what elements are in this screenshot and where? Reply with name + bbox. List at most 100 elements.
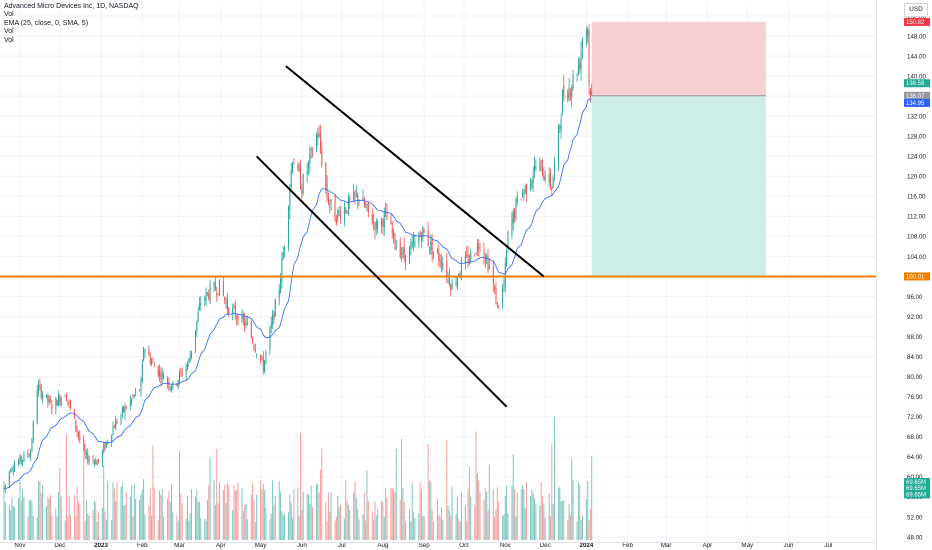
candle-body: [123, 406, 125, 412]
legend-title[interactable]: Advanced Micro Devices Inc, 1D, NASDAQ: [4, 3, 139, 10]
volume-bar: [373, 519, 375, 540]
volume-bar: [32, 515, 34, 540]
volume-bar: [92, 510, 94, 540]
volume-bar: [492, 488, 494, 540]
candle-body: [39, 383, 41, 387]
x-tick-label: Jun: [784, 542, 795, 549]
volume-bar: [298, 515, 300, 540]
candle-body: [464, 255, 466, 264]
candle-body: [522, 192, 524, 197]
candle-body: [167, 378, 169, 383]
candle-body: [467, 254, 469, 264]
volume-bar: [515, 516, 517, 540]
volume-bar: [403, 502, 405, 540]
candle-body: [112, 426, 114, 435]
volume-bar: [488, 464, 490, 540]
volume-bar: [401, 438, 403, 540]
volume-bar: [51, 515, 53, 540]
take-profit-zone: [591, 95, 766, 277]
candle-body: [405, 254, 407, 263]
volume-bar: [246, 519, 248, 540]
candle-body: [503, 285, 505, 288]
candle-body: [101, 450, 103, 464]
volume-bar: [563, 500, 565, 540]
candle-body: [587, 29, 589, 36]
volume-bar: [540, 482, 542, 540]
candle-body: [124, 406, 126, 414]
candle-body: [306, 170, 308, 175]
volume-bar: [213, 480, 215, 540]
volume-bar: [18, 498, 20, 540]
volume-bar: [559, 486, 561, 540]
volume-bar: [190, 489, 192, 540]
candle-body: [337, 210, 339, 220]
candle-body: [218, 279, 220, 296]
candle-body: [273, 311, 275, 320]
drawings[interactable]: [0, 65, 876, 408]
candle-body: [36, 389, 38, 424]
x-tick-label: Oct: [459, 542, 469, 549]
candle-body: [311, 152, 313, 155]
volume-bar: [232, 509, 234, 540]
candle-body: [4, 484, 6, 490]
volume-bar: [143, 479, 145, 540]
volume-bar: [377, 508, 379, 540]
candle-body: [488, 265, 490, 268]
volume-bar: [532, 493, 534, 540]
volume-bar: [365, 520, 367, 540]
volume-bar: [278, 481, 280, 540]
volume-bar: [273, 504, 275, 540]
candle-body: [205, 291, 207, 301]
volume-bar: [284, 513, 286, 540]
legend-volume-3[interactable]: Vol: [4, 36, 14, 44]
candle-body: [161, 372, 163, 378]
volume-bar: [140, 494, 142, 540]
legend-volume-2[interactable]: Vol: [4, 28, 14, 36]
x-tick-label: Jul: [824, 542, 832, 549]
volume-bar: [395, 448, 397, 540]
candle-body: [83, 439, 85, 449]
candle-body: [186, 363, 188, 369]
volume-bar: [419, 482, 421, 540]
volume-bar: [511, 485, 513, 540]
candle-body: [301, 189, 303, 193]
legend-ema[interactable]: EMA (25, close, 0, SMA, 5): [4, 19, 89, 27]
volume-bar: [428, 480, 430, 540]
candle-body: [157, 366, 159, 376]
volume-bar: [36, 517, 38, 540]
legend-volume[interactable]: Vol: [4, 11, 14, 19]
candle-body: [385, 209, 387, 211]
volume-bar: [438, 514, 440, 540]
volume-bar: [386, 497, 388, 540]
candle-body: [143, 348, 145, 360]
candle-body: [282, 252, 284, 260]
volume-bar: [430, 482, 432, 540]
volume-bar: [293, 488, 295, 540]
volume-bar: [205, 520, 207, 540]
volume-bar: [366, 470, 368, 540]
candle-body: [68, 401, 70, 403]
candle-body: [85, 452, 87, 455]
volume-bar: [553, 417, 555, 540]
volume-bar: [260, 480, 262, 540]
candle-body: [217, 293, 219, 295]
volume-bar: [30, 499, 32, 540]
candle-body: [414, 240, 416, 246]
currency-button[interactable]: USD: [904, 3, 928, 17]
volume-bar: [116, 481, 118, 540]
x-tick-label: 2024: [580, 542, 594, 549]
volume-bar: [12, 506, 14, 540]
y-tick-label: 52.00: [907, 514, 923, 521]
volume-bar: [55, 508, 57, 540]
volume-bar: [524, 507, 526, 540]
price-label-text: 69.65M: [906, 480, 926, 486]
candle-body: [530, 183, 532, 190]
candle-body: [87, 453, 89, 462]
volume-bar: [112, 481, 114, 540]
volume-bar: [551, 443, 553, 540]
candle-body: [334, 195, 336, 222]
volume-bar: [383, 516, 385, 540]
candle-body: [394, 233, 396, 246]
candle-body: [373, 221, 375, 223]
